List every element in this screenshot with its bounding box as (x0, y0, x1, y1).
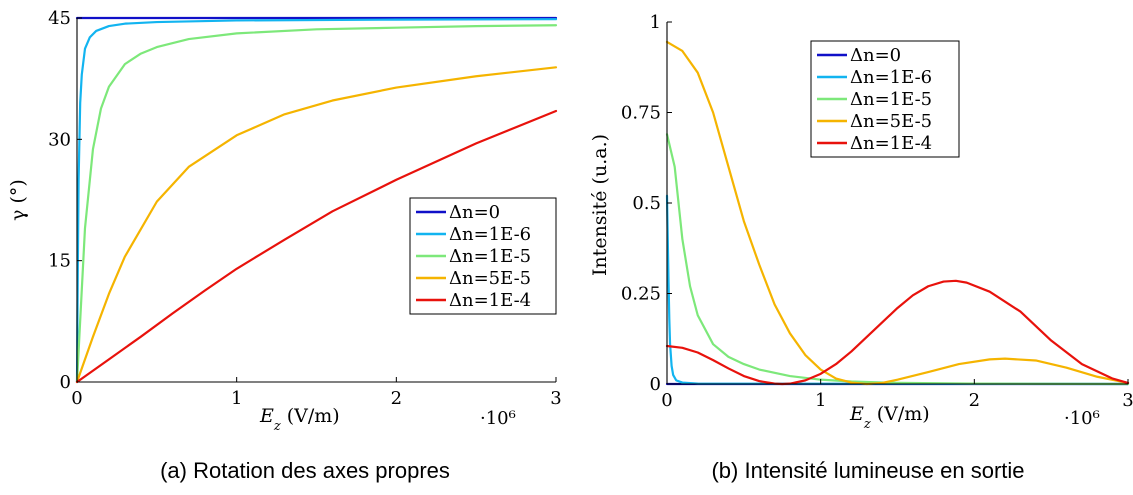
legend-label-a-1: Δn=1E-6 (449, 224, 531, 245)
chart-panel-b: 0 1 2 3 0 0.25 0.5 0.75 1 Intensité (u.a.) Ez (V/… (589, 12, 1133, 483)
series-line-a-2 (75, 24, 558, 384)
x-axis-label-var-b: E (849, 403, 864, 425)
legend-label-a-3: Δn=5E-5 (449, 268, 531, 289)
x-axis-label-sub-b: z (863, 417, 871, 432)
y-tick-label-b-1: 0.25 (621, 284, 661, 305)
y-tick-label-b-3: 0.75 (621, 103, 661, 124)
legend-label-b-2: Δn=1E-5 (850, 89, 932, 110)
x-multiplier-b: ·10⁶ (1064, 408, 1100, 429)
legend-label-b-0: Δn=0 (850, 45, 901, 66)
x-tick-label-b-0: 0 (661, 390, 672, 411)
y-tick-label-a-1: 15 (48, 251, 71, 272)
x-tick-label-b-1: 1 (815, 390, 826, 411)
series-line-a-3 (75, 66, 558, 384)
y-tick-label-b-4: 1 (650, 12, 661, 33)
axes-a (76, 18, 556, 383)
series-line-a-1 (75, 18, 558, 384)
y-tick-label-b-2: 0.5 (632, 193, 661, 214)
x-tick-label-a-1: 1 (231, 388, 242, 409)
x-axis-label-unit-a: (V/m) (287, 405, 340, 427)
y-tick-label-a-0: 0 (60, 372, 71, 393)
x-axis-label-unit-b: (V/m) (877, 403, 930, 425)
x-tick-label-b-3: 3 (1122, 390, 1133, 411)
x-axis-label-b: Ez (V/m) (849, 403, 930, 432)
y-axis-label-b: Intensité (u.a.) (589, 134, 611, 276)
series-line-a-4 (75, 109, 558, 384)
series-line-b-3 (665, 40, 1130, 386)
x-axis-label-var-a: E (259, 405, 274, 427)
y-axis-label-a: γ (°) (7, 179, 29, 221)
legend-label-b-1: Δn=1E-6 (850, 67, 932, 88)
x-tick-label-a-0: 0 (71, 388, 82, 409)
legend-label-a-0: Δn=0 (449, 202, 500, 223)
caption-b: (b) Intensité lumineuse en sortie (711, 458, 1024, 483)
legend-label-a-2: Δn=1E-5 (449, 246, 531, 267)
x-axis-label-sub-a: z (273, 419, 281, 434)
legend-label-b-4: Δn=1E-4 (850, 133, 932, 154)
x-axis-label-a: Ez (V/m) (259, 405, 340, 434)
x-tick-label-a-3: 3 (550, 388, 561, 409)
legend-b: Δn=0Δn=1E-6Δn=1E-5Δn=5E-5Δn=1E-4 (810, 40, 960, 158)
x-multiplier-a: ·10⁶ (480, 408, 516, 429)
x-tick-label-b-2: 2 (969, 390, 980, 411)
tick-labels-b: 0 1 2 3 0 0.25 0.5 0.75 1 (621, 12, 1133, 411)
legend-label-b-3: Δn=5E-5 (850, 111, 932, 132)
series-group-a (75, 16, 558, 384)
caption-a: (a) Rotation des axes propres (160, 458, 450, 483)
legend-label-a-4: Δn=1E-4 (449, 290, 531, 311)
legend-a: Δn=0Δn=1E-6Δn=1E-5Δn=5E-5Δn=1E-4 (409, 197, 557, 315)
series-line-b-4 (665, 279, 1130, 386)
y-tick-label-b-0: 0 (650, 374, 661, 395)
y-tick-label-a-2: 30 (48, 129, 71, 150)
y-tick-label-a-3: 45 (48, 8, 71, 29)
x-tick-label-a-2: 2 (391, 388, 402, 409)
series-line-b-1 (665, 194, 1130, 386)
